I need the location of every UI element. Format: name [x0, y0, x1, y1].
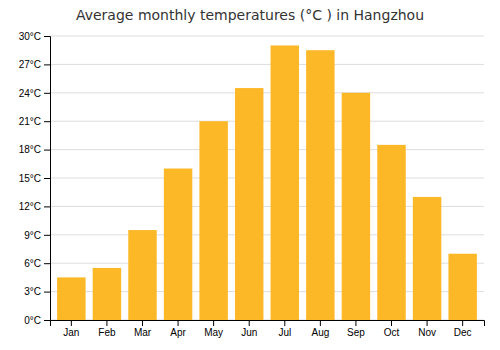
y-tick-mark: [44, 150, 50, 151]
x-tick-mark: [391, 320, 392, 326]
x-tick: Oct: [384, 320, 400, 338]
x-tick: May: [204, 320, 223, 338]
bar: [377, 145, 405, 320]
x-tick: Nov: [418, 320, 436, 338]
bar: [342, 93, 370, 320]
y-tick: 27°C: [19, 59, 50, 70]
x-tick: Dec: [454, 320, 472, 338]
y-tick: 30°C: [19, 31, 50, 42]
y-tick-mark: [44, 178, 50, 179]
x-tick: Aug: [311, 320, 329, 338]
x-tick-label: Nov: [418, 327, 436, 338]
x-tick-label: Jun: [241, 327, 257, 338]
bar: [306, 50, 334, 320]
y-tick-label: 0°C: [24, 315, 41, 326]
x-tick-mark: [249, 320, 250, 326]
grid-line: [50, 121, 484, 122]
bar: [93, 268, 121, 320]
x-tick: Sep: [347, 320, 365, 338]
x-tick: Jan: [63, 320, 79, 338]
bar: [128, 230, 156, 320]
x-tick-mark: [355, 320, 356, 326]
y-tick: 12°C: [19, 201, 50, 212]
x-tick-label: Dec: [454, 327, 472, 338]
x-tick-mark: [178, 320, 179, 326]
y-axis: 0°C 3°C 6°C 9°C 12°C 15°C 18°C 21°C 24°C 27°C 30°C: [19, 31, 51, 326]
y-tick-label: 27°C: [19, 59, 41, 70]
y-tick: 3°C: [24, 286, 50, 297]
y-tick: 21°C: [19, 116, 50, 127]
chart: Average monthly temperatures (°C ) in Ha…: [0, 0, 500, 350]
bar: [57, 277, 85, 320]
y-axis-line: [44, 37, 51, 321]
bar: [164, 169, 192, 320]
x-tick-label: Jul: [278, 327, 291, 338]
x-tick-mark: [427, 320, 428, 326]
bar: [271, 45, 299, 320]
bar: [199, 121, 227, 320]
y-tick-label: 21°C: [19, 116, 41, 127]
x-tick-mark: [106, 320, 107, 326]
x-tick-label: May: [204, 327, 223, 338]
y-tick-mark: [44, 320, 50, 321]
x-tick-label: Mar: [134, 327, 152, 338]
x-axis: Jan Feb Mar Apr May Jun Jul Aug Sep Oct Nov Dec: [51, 320, 485, 338]
y-tick-mark: [44, 36, 50, 37]
y-tick-label: 15°C: [19, 173, 41, 184]
y-tick: 0°C: [24, 315, 50, 326]
grid-line: [50, 178, 484, 179]
x-tick-mark: [142, 320, 143, 326]
x-tick-label: Feb: [98, 327, 116, 338]
y-tick-mark: [44, 64, 50, 65]
y-tick: 6°C: [24, 258, 50, 269]
x-tick: Feb: [98, 320, 116, 338]
title: Average monthly temperatures (°C ) in Ha…: [76, 7, 424, 23]
x-tick-label: Sep: [347, 327, 365, 338]
bar: [235, 88, 263, 320]
x-tick-mark: [71, 320, 72, 326]
y-tick-mark: [44, 292, 50, 293]
y-tick-mark: [44, 121, 50, 122]
x-tick-label: Apr: [170, 327, 186, 338]
grid-line: [50, 149, 484, 150]
plot: Jan Feb Mar Apr May Jun Jul Aug Sep Oct Nov Dec 0°C 3…: [19, 31, 485, 338]
y-tick-label: 12°C: [19, 201, 41, 212]
y-tick: 15°C: [19, 173, 50, 184]
x-tick: Mar: [134, 320, 152, 338]
x-tick-label: Aug: [311, 327, 329, 338]
x-tick-mark: [320, 320, 321, 326]
y-tick-label: 6°C: [24, 258, 41, 269]
bar: [448, 254, 476, 320]
y-tick-mark: [44, 263, 50, 264]
grid: [50, 36, 484, 320]
y-tick-label: 3°C: [24, 286, 41, 297]
grid-line: [50, 64, 484, 65]
grid-line: [50, 92, 484, 93]
y-tick: 18°C: [19, 144, 50, 155]
x-tick: Apr: [170, 320, 186, 338]
bar: [413, 197, 441, 320]
y-tick: 24°C: [19, 88, 50, 99]
bars: [57, 45, 477, 320]
x-tick: Jun: [241, 320, 257, 338]
x-tick-mark: [213, 320, 214, 326]
y-tick-label: 9°C: [24, 230, 41, 241]
y-tick-label: 24°C: [19, 88, 41, 99]
x-tick-label: Oct: [384, 327, 400, 338]
y-tick-mark: [44, 235, 50, 236]
y-tick-mark: [44, 206, 50, 207]
x-axis-line: [51, 321, 485, 327]
x-tick-mark: [284, 320, 285, 326]
x-tick-label: Jan: [63, 327, 79, 338]
grid-line: [50, 36, 484, 37]
y-tick-mark: [44, 93, 50, 94]
y-tick-label: 18°C: [19, 144, 41, 155]
y-tick-label: 30°C: [19, 31, 41, 42]
x-tick: Jul: [278, 320, 291, 338]
x-tick-mark: [462, 320, 463, 326]
y-tick: 9°C: [24, 230, 50, 241]
